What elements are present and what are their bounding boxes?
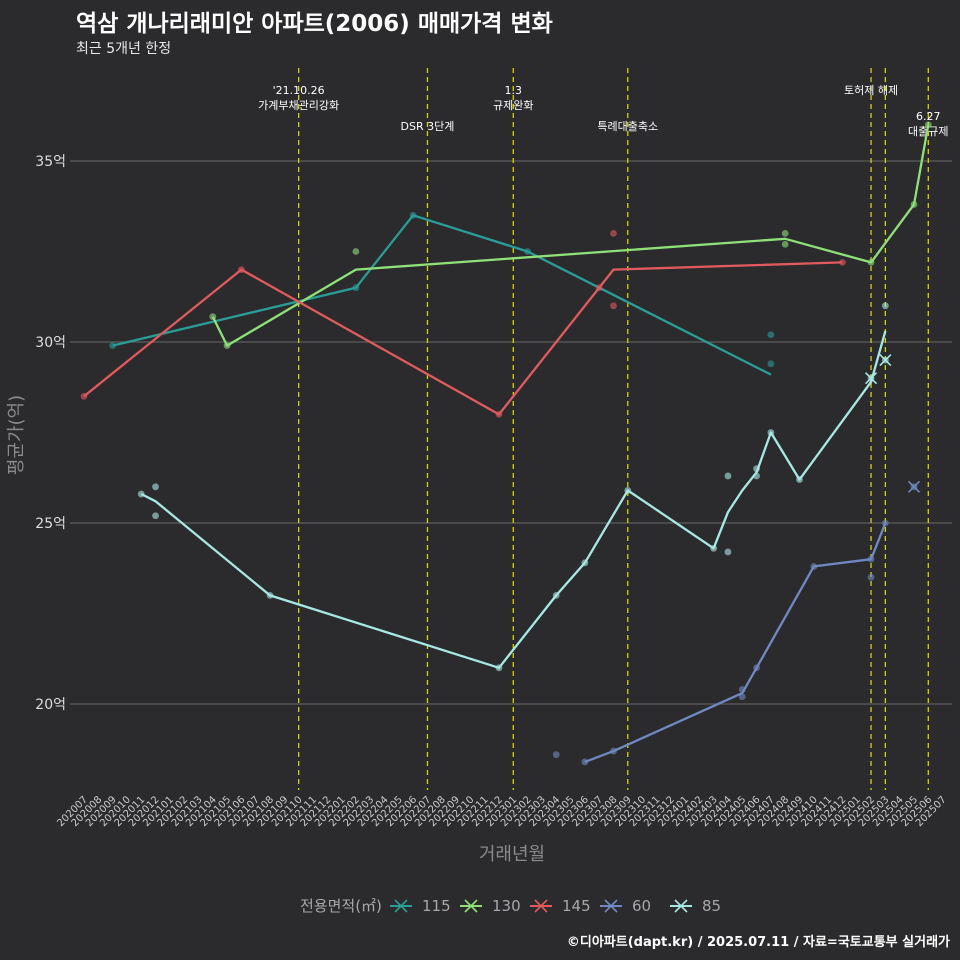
- data-point: [867, 258, 875, 266]
- data-point: [867, 573, 875, 581]
- data-point: [495, 664, 503, 672]
- data-point: [924, 121, 932, 129]
- y-axis-ticks: 20억 25억 30억 35억: [35, 154, 66, 713]
- data-point: [595, 284, 603, 292]
- data-point: [724, 472, 732, 480]
- data-point: [781, 240, 789, 248]
- cross-marker: [879, 354, 892, 367]
- data-point: [524, 248, 532, 255]
- data-point: [753, 472, 760, 480]
- data-point: [223, 342, 231, 350]
- data-point: [266, 592, 274, 599]
- series-line-130: [211, 124, 930, 347]
- cross-marker: [907, 480, 921, 493]
- x-axis-label: 거래년월: [479, 844, 545, 865]
- event-label: DSR 3단계: [401, 120, 455, 133]
- legend-item-115: 115: [390, 897, 451, 915]
- data-point: [810, 563, 818, 570]
- legend-item-145: 145: [530, 897, 591, 915]
- event-label: 토허제 해제: [844, 83, 898, 97]
- data-point: [137, 490, 145, 498]
- data-point: [910, 201, 918, 208]
- data-point: [724, 548, 732, 556]
- data-point: [767, 331, 775, 339]
- legend-item-130: 130: [460, 897, 521, 915]
- data-point: [881, 519, 889, 527]
- data-point: [610, 302, 617, 310]
- data-point: [839, 258, 846, 266]
- data-point: [152, 483, 159, 491]
- data-point: [738, 693, 746, 701]
- data-point: [781, 230, 789, 237]
- event-label: 가계부채관리강화: [258, 99, 339, 112]
- data-point: [581, 758, 589, 766]
- data-point: [867, 555, 875, 563]
- event-label: 대출규제: [908, 125, 948, 138]
- data-point: [624, 487, 632, 494]
- data-point: [209, 313, 217, 321]
- data-point: [80, 392, 88, 400]
- data-point: [109, 342, 117, 350]
- legend-item-85: 85: [670, 897, 721, 915]
- legend-label: 115: [422, 897, 451, 915]
- series-line-60: [584, 522, 887, 763]
- data-point: [796, 476, 803, 483]
- data-point: [753, 664, 760, 672]
- y-tick-label: 25억: [35, 516, 66, 532]
- data-point: [352, 248, 360, 255]
- data-point: [409, 211, 417, 219]
- event-label: 6.27: [916, 110, 941, 123]
- y-tick-label: 20억: [35, 697, 66, 713]
- legend-item-60: 60: [600, 897, 651, 915]
- data-point: [152, 512, 159, 520]
- chart-title: 역삼 개나리래미안 아파트(2006) 매매가격 변화: [76, 11, 553, 37]
- data-point: [610, 747, 617, 755]
- data-point: [552, 592, 560, 599]
- grid-lines: [70, 160, 952, 705]
- legend-label: 85: [702, 897, 721, 915]
- y-axis-label: 평균가(억): [6, 395, 27, 475]
- source-caption: ©디아파트(dapt.kr) / 2025.07.11 / 자료=국토교통부 실…: [566, 935, 950, 950]
- data-point: [881, 302, 889, 310]
- x-axis-ticks: 2020072020082020092020102020112020122021…: [55, 794, 948, 829]
- data-point: [767, 360, 775, 368]
- legend-label: 145: [562, 897, 591, 915]
- y-tick-label: 30억: [35, 335, 66, 351]
- chart-subtitle: 최근 5개년 한정: [76, 41, 172, 57]
- series-145: [80, 230, 846, 418]
- legend: 전용면적(㎡) 115 130 145 60 85: [300, 897, 721, 915]
- event-label: '21.10.26: [273, 84, 325, 97]
- data-point: [552, 751, 560, 759]
- legend-label: 60: [632, 897, 651, 915]
- series-line-145: [83, 261, 843, 416]
- event-label: 특례대출축소: [597, 120, 658, 133]
- legend-title: 전용면적(㎡): [300, 897, 382, 915]
- data-point: [753, 465, 760, 473]
- y-tick-label: 35억: [35, 154, 66, 170]
- data-point: [610, 230, 617, 237]
- data-point: [710, 544, 718, 552]
- data-point: [738, 686, 746, 693]
- event-label: 규제완화: [493, 99, 533, 112]
- data-point: [495, 411, 503, 418]
- event-label: 1.3: [505, 84, 523, 97]
- series-130: [209, 121, 932, 350]
- legend-label: 130: [492, 897, 521, 915]
- cross-marker: [864, 372, 878, 385]
- series-layer: [80, 121, 932, 766]
- data-point: [581, 559, 589, 567]
- series-115: [109, 211, 775, 376]
- data-point: [767, 429, 775, 436]
- data-point: [352, 284, 360, 292]
- data-point: [238, 266, 245, 273]
